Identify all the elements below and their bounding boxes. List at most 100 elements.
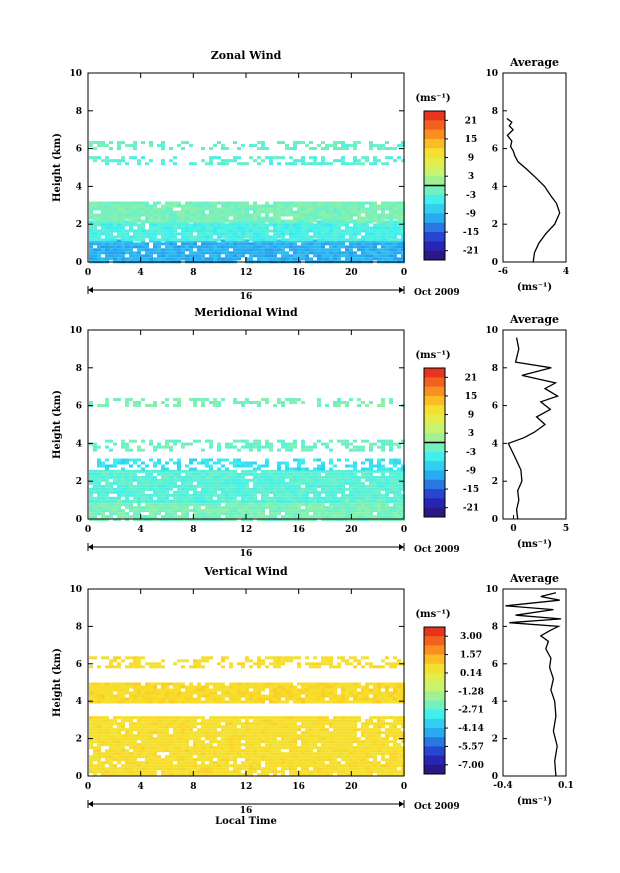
- heatmap-cell: [113, 728, 117, 732]
- heatmap-cell: [241, 242, 245, 246]
- heatmap-cell: [129, 487, 133, 491]
- heatmap-cell: [189, 226, 193, 230]
- heatmap-cell: [93, 484, 97, 488]
- heatmap-cell: [341, 156, 345, 160]
- heatmap-cell: [329, 518, 333, 522]
- heatmap-cell: [389, 725, 393, 729]
- heatmap-cell: [221, 204, 225, 208]
- heatmap-cell: [125, 761, 129, 765]
- heatmap-cell: [241, 496, 245, 500]
- heatmap-cell: [369, 226, 373, 230]
- heatmap-cell: [289, 493, 293, 497]
- heatmap-cell: [193, 229, 197, 233]
- heatmap-cell: [149, 216, 153, 220]
- heatmap-cell: [273, 213, 277, 217]
- heatmap-cell: [289, 445, 293, 449]
- heatmap-cell: [193, 219, 197, 223]
- heatmap-cell: [265, 251, 269, 255]
- heatmap-cell: [297, 216, 301, 220]
- heatmap-cell: [289, 734, 293, 738]
- heatmap-cell: [185, 737, 189, 741]
- heatmap-cell: [373, 734, 377, 738]
- heatmap-cell: [361, 235, 365, 239]
- heatmap-cell: [233, 229, 237, 233]
- heatmap-cell: [145, 746, 149, 750]
- heatmap-cell: [349, 740, 353, 744]
- heatmap-cell: [277, 469, 281, 473]
- heatmap-cell: [121, 472, 125, 476]
- x-tick-label: 0: [401, 268, 407, 278]
- heatmap-cell: [401, 749, 405, 753]
- heatmap-cell: [349, 493, 353, 497]
- heatmap-cell: [257, 512, 261, 516]
- heatmap-cell: [365, 472, 369, 476]
- heatmap-cell: [293, 512, 297, 516]
- heatmap-cell: [401, 758, 405, 762]
- heatmap-cell: [185, 238, 189, 242]
- heatmap-cell: [213, 487, 217, 491]
- heatmap-cell: [153, 728, 157, 732]
- heatmap-cell: [349, 752, 353, 756]
- heatmap-cell: [361, 746, 365, 750]
- heatmap-cell: [201, 725, 205, 729]
- heatmap-cell: [285, 734, 289, 738]
- heatmap-cell: [321, 242, 325, 246]
- heatmap-cell: [185, 472, 189, 476]
- heatmap-cell: [217, 210, 221, 214]
- heatmap-cell: [161, 162, 165, 166]
- heatmap-cell: [365, 469, 369, 473]
- heatmap-cell: [181, 248, 185, 252]
- heatmap-cell: [253, 716, 257, 720]
- heatmap-cell: [357, 254, 361, 258]
- heatmap-cell: [117, 235, 121, 239]
- heatmap-cell: [253, 216, 257, 220]
- heatmap-cell: [201, 210, 205, 214]
- heatmap-cell: [221, 213, 225, 217]
- heatmap-cell: [401, 159, 405, 163]
- heatmap-cell: [165, 469, 169, 473]
- heatmap-cell: [121, 207, 125, 211]
- heatmap-cell: [345, 758, 349, 762]
- heatmap-cell: [325, 475, 329, 479]
- heatmap-cell: [213, 201, 217, 205]
- heatmap-cell: [349, 490, 353, 494]
- heatmap-cell: [157, 487, 161, 491]
- heatmap-cell: [181, 728, 185, 732]
- heatmap-cell: [333, 752, 337, 756]
- heatmap-cell: [253, 484, 257, 488]
- heatmap-cell: [141, 484, 145, 488]
- colorbar-unit: (ms⁻¹): [415, 350, 450, 361]
- heatmap-cell: [257, 481, 261, 485]
- heatmap-cell: [157, 481, 161, 485]
- heatmap-cell: [137, 245, 141, 249]
- heatmap-cell: [193, 226, 197, 230]
- heatmap-cell: [173, 490, 177, 494]
- heatmap-cell: [237, 764, 241, 768]
- heatmap-cell: [341, 251, 345, 255]
- heatmap-cell: [397, 251, 401, 255]
- colorbar-swatch: [424, 194, 445, 205]
- heatmap-cell: [133, 147, 137, 151]
- heatmap-cell: [329, 509, 333, 513]
- heatmap-cell: [177, 496, 181, 500]
- heatmap-cell: [393, 755, 397, 759]
- heatmap-cell: [173, 737, 177, 741]
- heatmap-cell: [181, 469, 185, 473]
- heatmap-cell: [101, 223, 105, 227]
- heatmap-cell: [257, 734, 261, 738]
- heatmap-cell: [185, 481, 189, 485]
- heatmap-cell: [301, 442, 305, 446]
- heatmap-cell: [177, 740, 181, 744]
- heatmap-cell: [157, 242, 161, 246]
- heatmap-cell: [281, 245, 285, 249]
- heatmap-cell: [341, 496, 345, 500]
- heatmap-cell: [317, 734, 321, 738]
- heatmap-cell: [205, 235, 209, 239]
- heatmap-cell: [321, 512, 325, 516]
- heatmap-cell: [337, 737, 341, 741]
- heatmap-cell: [193, 764, 197, 768]
- heatmap-cell: [245, 740, 249, 744]
- heatmap-cell: [309, 448, 313, 452]
- heatmap-cell: [285, 755, 289, 759]
